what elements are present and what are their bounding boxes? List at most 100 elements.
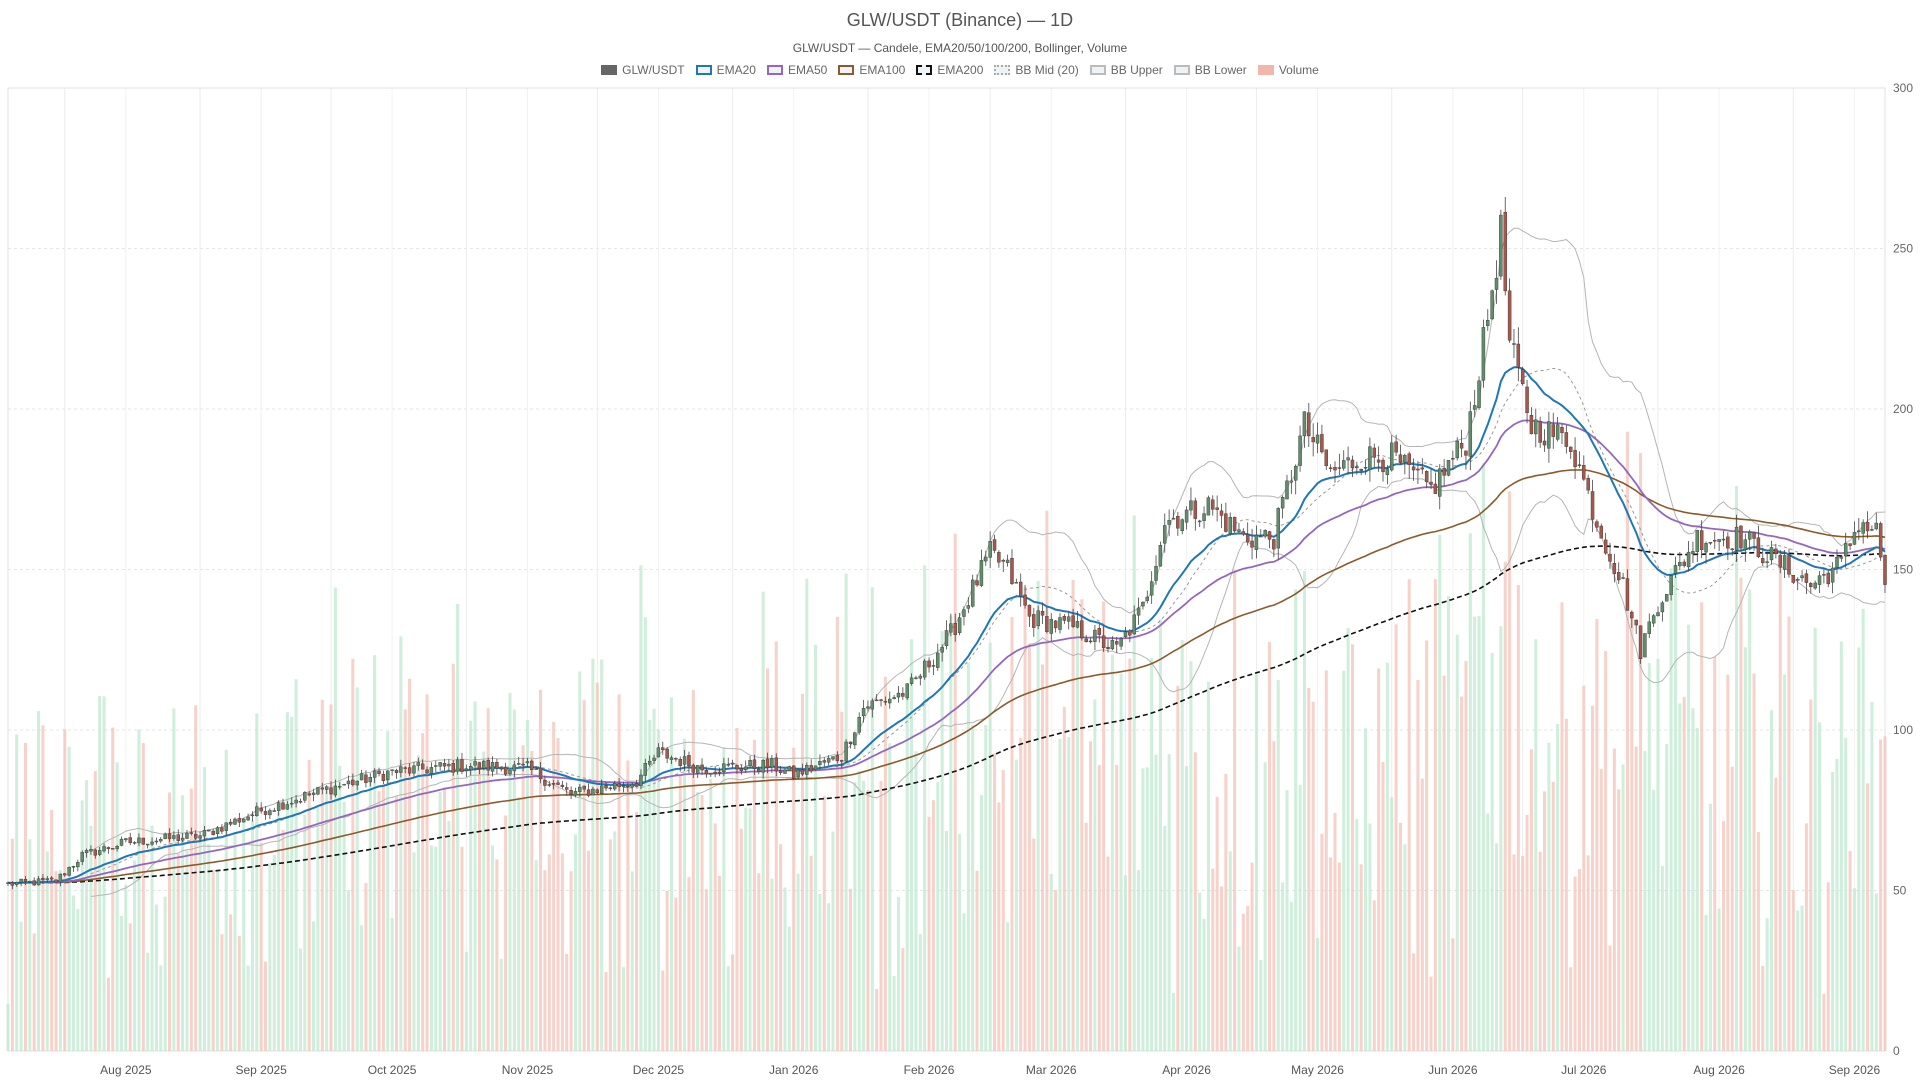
volume-bar [696,791,700,1051]
volume-bar [1525,815,1529,1051]
volume-bar [456,603,460,1051]
volume-bar [595,682,599,1051]
candle-body [595,789,600,794]
candle-body [1337,467,1342,469]
legend-label: Volume [1278,63,1319,77]
volume-bar [879,780,883,1051]
volume-bar [1176,685,1180,1051]
volume-bar [927,816,931,1051]
candle-body [844,741,848,762]
candle-body [1878,523,1883,558]
candle-body [1464,450,1468,456]
volume-bar [543,870,547,1051]
candle-body [1237,529,1241,532]
volume-bar [691,690,695,1051]
candle-body [1547,421,1551,449]
legend-item[interactable]: EMA200 [916,63,983,77]
candle-body [1861,522,1865,534]
legend-item[interactable]: BB Lower [1173,63,1247,77]
legend-item[interactable]: BB Mid (20) [994,63,1079,77]
candle-body [879,699,883,701]
candle-body [1512,343,1516,345]
volume-bar [1721,821,1726,1051]
volume-bar [1857,647,1861,1051]
volume-bar [469,720,473,1051]
candle-body [1883,554,1887,585]
candle-body [1717,539,1721,542]
candle-body [1097,628,1102,635]
volume-bar [1765,918,1769,1051]
candle-body [800,769,805,775]
candle-body [233,818,237,825]
candle-body [1590,491,1595,520]
volume-bar [573,834,577,1051]
legend-item[interactable]: BB Upper [1089,63,1163,77]
candle-body [499,767,503,770]
legend-item[interactable]: EMA100 [838,63,905,77]
candle-body [1215,507,1219,510]
legend-item[interactable]: EMA50 [766,63,827,77]
candle-body [1835,556,1839,568]
candle-body [211,830,215,835]
candle-body [1302,411,1307,437]
candle-body [687,755,691,767]
candle-body [45,878,50,880]
candle-body [656,747,661,758]
volume-bar [19,921,23,1051]
legend-item[interactable]: EMA20 [695,63,756,77]
candle-body [1634,619,1638,626]
x-tick-label: Aug 2025 [100,1063,152,1077]
legend-item[interactable]: Volume [1257,63,1319,77]
volume-bar [1049,873,1053,1051]
candle-body [1586,478,1590,491]
x-tick-label: Mar 2026 [1026,1063,1077,1077]
volume-bar [621,967,626,1051]
candle-body [1756,537,1761,558]
candle-body [547,784,551,786]
volume-bar [1224,773,1228,1051]
candle-body [198,835,202,839]
volume-bar [530,750,534,1051]
candle-body [141,837,146,845]
legend-label: BB Lower [1194,63,1247,77]
volume-bar [495,859,499,1051]
candle-body [765,758,770,768]
volume-bar [442,787,447,1051]
candle-body [1804,573,1809,583]
volume-bar [1848,851,1852,1051]
candle-body [1682,561,1686,566]
volume-bar [1704,915,1708,1051]
volume-bar [1595,618,1599,1051]
candle-body [1032,614,1036,628]
volume-bar [58,869,62,1051]
legend-item[interactable]: GLW/USDT [601,63,685,77]
candle-body [228,821,233,825]
volume-bar [1569,967,1573,1051]
candle-body [988,541,992,558]
volume-bar [1446,596,1451,1051]
volume-bar [1071,579,1075,1051]
candle-body [1507,290,1512,341]
volume-bar [962,913,966,1051]
volume-bar [984,724,988,1051]
candle-body [717,771,722,774]
candle-body [1075,621,1080,628]
y-tick-label: 300 [1893,81,1913,95]
volume-bar [1591,705,1595,1051]
candle-body [115,846,119,850]
candle-body [1542,440,1547,446]
candle-body [1603,539,1608,554]
candle-body [1747,531,1752,540]
candle-body [1080,620,1084,639]
volume-bar [1586,855,1590,1051]
volume-bar [766,668,770,1051]
legend-label: GLW/USDT [622,63,685,77]
volume-bar [1123,875,1127,1051]
volume-bar [32,933,36,1051]
volume-bar [521,745,525,1051]
volume-bar [1512,854,1516,1051]
volume-bar [23,742,27,1051]
candle-body [268,810,272,816]
volume-bar [704,889,708,1051]
volume-bar [700,794,704,1051]
